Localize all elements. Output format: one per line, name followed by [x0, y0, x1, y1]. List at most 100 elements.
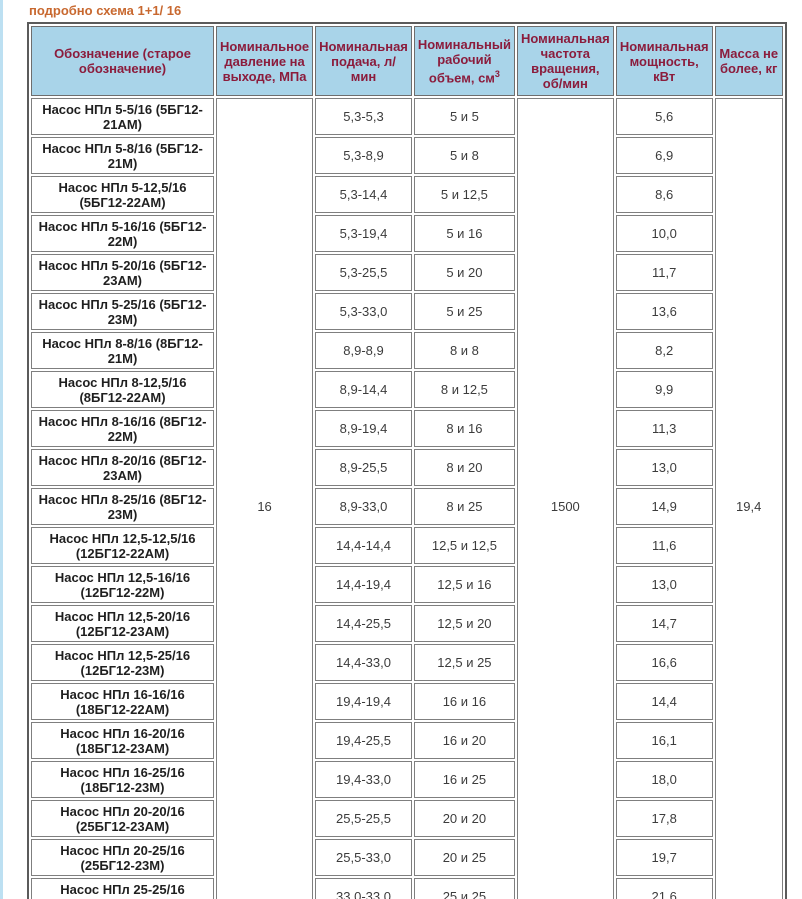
power-cell: 21,6	[615, 878, 713, 899]
pump-designation-cell: Насос НПл 8-20/16 (8БГ12-23АМ)	[31, 449, 214, 486]
table-row: Насос НПл 5-5/16 (5БГ12-21АМ) 16 5,3-5,3 5 …	[31, 98, 783, 899]
table-row: Насос НПл 25-25/16 (35БГ12-23М) 33,0-33,0…	[31, 878, 783, 899]
pump-designation-cell: Насос НПл 8-12,5/16 (8БГ12-22АМ)	[31, 371, 214, 408]
table-row: Насос НПл 16-16/16 (18БГ12-22АМ) 19,4-19,…	[31, 683, 783, 720]
volume-cell: 8 и 8	[413, 332, 515, 369]
volume-cell: 8 и 25	[413, 488, 515, 525]
pump-designation-cell: Насос НПл 8-8/16 (8БГ12-21М)	[31, 332, 214, 369]
volume-cell: 5 и 16	[413, 215, 515, 252]
table-row: Насос НПл 8-25/16 (8БГ12-23М) 8,9-33,0 8 и…	[31, 488, 783, 525]
power-cell: 17,8	[615, 800, 713, 837]
power-cell: 14,9	[615, 488, 713, 525]
column-header-speed: Номинальная частота вращения, об/мин	[516, 26, 614, 96]
pressure-merged-cell: 16	[216, 98, 314, 899]
pump-designation-cell: Насос НПл 5-12,5/16 (5БГ12-22АМ)	[31, 176, 214, 213]
table-row: Насос НПл 8-20/16 (8БГ12-23АМ) 8,9-25,5 8 …	[31, 449, 783, 486]
flow-cell: 25,5-25,5	[315, 800, 412, 837]
table-row: Насос НПл 5-25/16 (5БГ12-23М) 5,3-33,0 5 и…	[31, 293, 783, 330]
flow-cell: 8,9-33,0	[315, 488, 412, 525]
flow-cell: 33,0-33,0	[315, 878, 412, 899]
flow-cell: 8,9-19,4	[315, 410, 412, 447]
table-row: Насос НПл 20-20/16 (25БГ12-23АМ) 25,5-25,…	[31, 800, 783, 837]
volume-cell: 5 и 20	[413, 254, 515, 291]
volume-cell: 12,5 и 20	[413, 605, 515, 642]
flow-cell: 5,3-19,4	[315, 215, 412, 252]
volume-cell: 16 и 20	[413, 722, 515, 759]
flow-cell: 5,3-5,3	[315, 98, 412, 135]
power-cell: 14,7	[615, 605, 713, 642]
flow-cell: 5,3-33,0	[315, 293, 412, 330]
column-header-mass: Масса не более, кг	[714, 26, 783, 96]
table-row: Насос НПл 5-16/16 (5БГ12-22М) 5,3-19,4 5 и…	[31, 215, 783, 252]
power-cell: 13,6	[615, 293, 713, 330]
flow-cell: 14,4-14,4	[315, 527, 412, 564]
table-row: Насос НПл 8-8/16 (8БГ12-21М) 8,9-8,9 8 и 8…	[31, 332, 783, 369]
power-cell: 13,0	[615, 449, 713, 486]
flow-cell: 14,4-25,5	[315, 605, 412, 642]
power-cell: 6,9	[615, 137, 713, 174]
flow-cell: 14,4-19,4	[315, 566, 412, 603]
pump-designation-cell: Насос НПл 5-5/16 (5БГ12-21АМ)	[31, 98, 214, 135]
pump-designation-cell: Насос НПл 16-16/16 (18БГ12-22АМ)	[31, 683, 214, 720]
pump-designation-cell: Насос НПл 12,5-20/16 (12БГ12-23АМ)	[31, 605, 214, 642]
table-header-row: Обозначение (старое обозначение) Номинал…	[31, 26, 783, 96]
table-row: Насос НПл 20-25/16 (25БГ12-23М) 25,5-33,0…	[31, 839, 783, 876]
column-header-designation: Обозначение (старое обозначение)	[31, 26, 214, 96]
flow-cell: 8,9-8,9	[315, 332, 412, 369]
pump-specs-table: Обозначение (старое обозначение) Номинал…	[27, 22, 787, 899]
table-row: Насос НПл 5-20/16 (5БГ12-23АМ) 5,3-25,5 5 …	[31, 254, 783, 291]
table-row: Насос НПл 5-8/16 (5БГ12-21М) 5,3-8,9 5 и 8…	[31, 137, 783, 174]
flow-cell: 19,4-19,4	[315, 683, 412, 720]
volume-cell: 16 и 16	[413, 683, 515, 720]
power-cell: 8,6	[615, 176, 713, 213]
column-header-pressure: Номинальное давление на выходе, МПа	[216, 26, 314, 96]
power-cell: 11,7	[615, 254, 713, 291]
volume-cell: 12,5 и 16	[413, 566, 515, 603]
power-cell: 19,7	[615, 839, 713, 876]
content-area: подробно схема 1+1/ 16 Обозначение (стар…	[27, 2, 787, 899]
volume-cell: 5 и 12,5	[413, 176, 515, 213]
volume-cell: 25 и 25	[413, 878, 515, 899]
power-cell: 18,0	[615, 761, 713, 798]
scheme-detail-link[interactable]: подробно схема 1+1/ 16	[29, 3, 182, 18]
pump-designation-cell: Насос НПл 8-25/16 (8БГ12-23М)	[31, 488, 214, 525]
pump-designation-cell: Насос НПл 5-25/16 (5БГ12-23М)	[31, 293, 214, 330]
volume-cell: 5 и 5	[413, 98, 515, 135]
column-header-power: Номинальная мощность, кВт	[615, 26, 713, 96]
flow-cell: 5,3-8,9	[315, 137, 412, 174]
power-cell: 8,2	[615, 332, 713, 369]
flow-cell: 5,3-25,5	[315, 254, 412, 291]
table-row: Насос НПл 8-12,5/16 (8БГ12-22АМ) 8,9-14,4…	[31, 371, 783, 408]
table-row: Насос НПл 16-20/16 (18БГ12-23АМ) 19,4-25,…	[31, 722, 783, 759]
flow-cell: 25,5-33,0	[315, 839, 412, 876]
flow-cell: 14,4-33,0	[315, 644, 412, 681]
power-cell: 5,6	[615, 98, 713, 135]
column-header-flow: Номинальная подача, л/ мин	[315, 26, 412, 96]
volume-cell: 20 и 25	[413, 839, 515, 876]
power-cell: 11,6	[615, 527, 713, 564]
speed-merged-cell: 1500	[516, 98, 614, 899]
volume-cell: 20 и 20	[413, 800, 515, 837]
pump-designation-cell: Насос НПл 16-25/16 (18БГ12-23М)	[31, 761, 214, 798]
flow-cell: 5,3-14,4	[315, 176, 412, 213]
power-cell: 9,9	[615, 371, 713, 408]
column-header-volume-label: Номинальный рабочий объем, см	[417, 36, 511, 86]
pump-designation-cell: Насос НПл 12,5-25/16 (12БГ12-23М)	[31, 644, 214, 681]
page-left-border	[0, 0, 3, 899]
pump-table-body: Насос НПл 5-5/16 (5БГ12-21АМ) 16 5,3-5,3 5 …	[31, 98, 783, 899]
power-cell: 10,0	[615, 215, 713, 252]
table-row: Насос НПл 12,5-12,5/16 (12БГ12-22АМ) 14,4…	[31, 527, 783, 564]
volume-cell: 5 и 25	[413, 293, 515, 330]
volume-cell: 16 и 25	[413, 761, 515, 798]
column-header-volume: Номинальный рабочий объем, см3	[413, 26, 515, 96]
pump-designation-cell: Насос НПл 20-25/16 (25БГ12-23М)	[31, 839, 214, 876]
volume-cell: 12,5 и 12,5	[413, 527, 515, 564]
power-cell: 16,6	[615, 644, 713, 681]
volume-cell: 8 и 12,5	[413, 371, 515, 408]
pump-designation-cell: Насос НПл 12,5-16/16 (12БГ12-22М)	[31, 566, 214, 603]
volume-cell: 12,5 и 25	[413, 644, 515, 681]
table-row: Насос НПл 16-25/16 (18БГ12-23М) 19,4-33,0…	[31, 761, 783, 798]
flow-cell: 19,4-33,0	[315, 761, 412, 798]
table-row: Насос НПл 12,5-25/16 (12БГ12-23М) 14,4-33…	[31, 644, 783, 681]
